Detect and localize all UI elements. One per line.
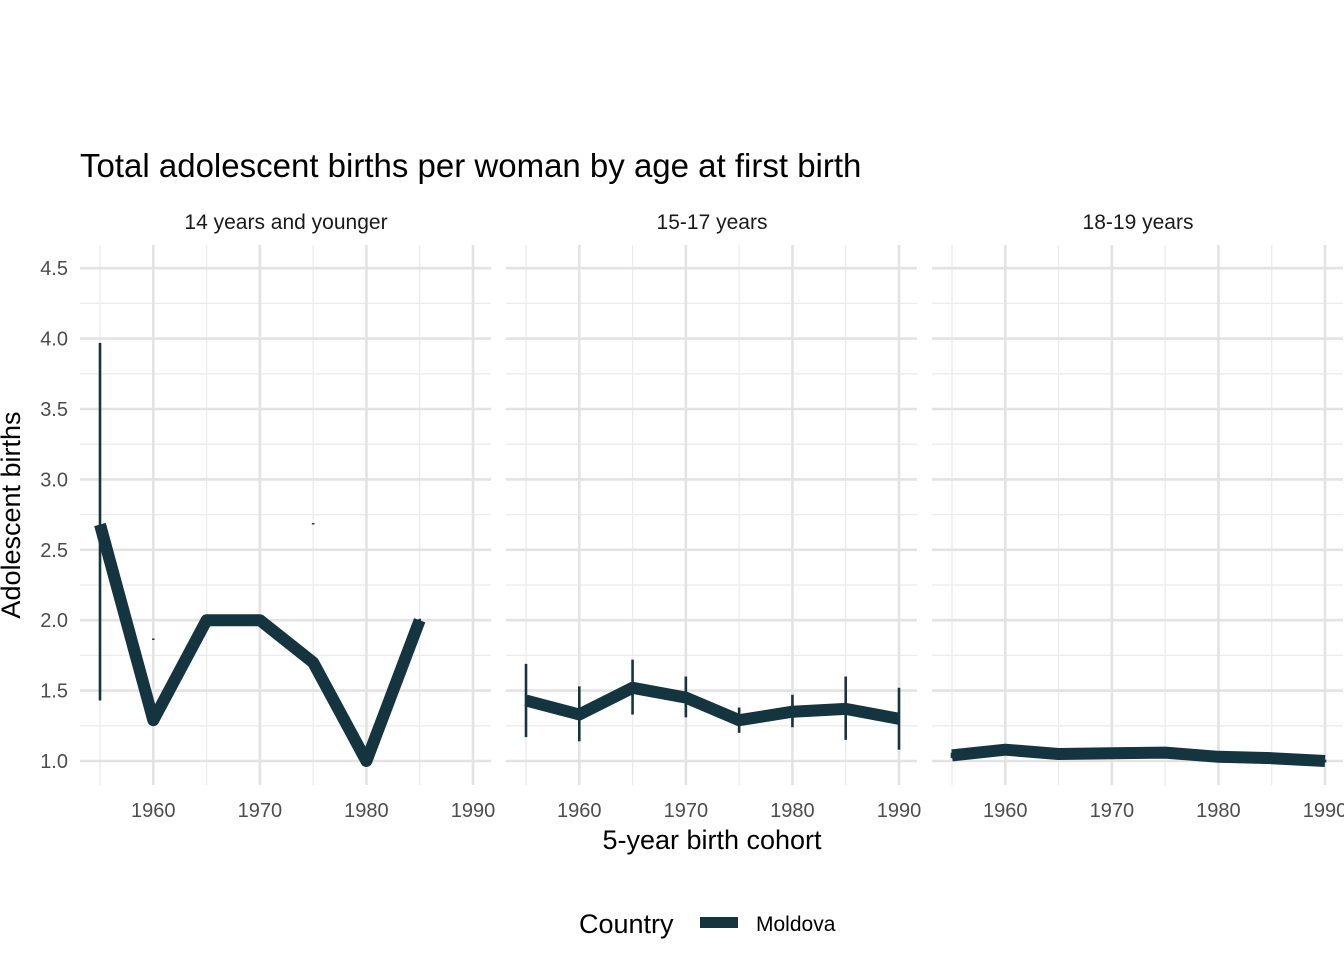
x-tick-label: 1960 — [983, 800, 1028, 822]
x-tick-label: 1960 — [131, 800, 176, 822]
y-axis-title: Adolescent births — [0, 411, 26, 618]
y-tick-label: 4.5 — [40, 258, 68, 280]
x-tick-label: 1970 — [238, 800, 283, 822]
data-point — [1110, 752, 1113, 755]
data-point — [418, 619, 421, 622]
data-point — [205, 619, 208, 622]
data-point — [951, 754, 953, 757]
x-tick-label: 1990 — [877, 800, 922, 822]
data-point — [1324, 760, 1326, 762]
data-point — [525, 699, 527, 702]
data-point — [1004, 748, 1007, 751]
data-point — [578, 713, 581, 716]
data-point — [258, 619, 261, 622]
x-tick-label: 1980 — [770, 800, 815, 822]
x-tick-label: 1970 — [1090, 800, 1135, 822]
minor-grid — [80, 245, 491, 785]
legend-key-moldova — [700, 917, 738, 928]
series-moldova — [94, 342, 426, 767]
x-tick-label: 1970 — [664, 800, 709, 822]
legend: Country Moldova — [579, 909, 836, 939]
legend-title: Country — [579, 909, 674, 939]
legend-label-moldova: Moldova — [756, 913, 836, 936]
series-moldova — [950, 743, 1327, 767]
panels-layer: 14 years and younger 1960 1970 1980 1990 1.0 1… — [40, 211, 1344, 822]
series-moldova — [524, 659, 901, 750]
major-grid — [932, 245, 1343, 785]
data-point — [1270, 757, 1273, 760]
data-point — [631, 686, 634, 689]
data-point — [898, 717, 900, 720]
chart-title: Total adolescent births per woman by age… — [80, 147, 861, 184]
x-axis-title: 5-year birth cohort — [602, 825, 822, 855]
panel-1: 14 years and younger 1960 1970 1980 1990 1.0 1… — [40, 211, 495, 822]
y-tick-label: 3.0 — [40, 469, 68, 491]
y-tick-label: 4.0 — [40, 329, 68, 351]
data-point — [791, 710, 794, 713]
data-point — [684, 696, 687, 699]
panel-3: 18-19 years 1960 1970 1980 1990 — [932, 211, 1344, 822]
minor-grid — [932, 245, 1343, 785]
x-tick-label: 1990 — [451, 800, 496, 822]
data-point — [152, 719, 155, 722]
data-point — [312, 661, 315, 664]
data-point — [738, 719, 741, 722]
panel-strip-label: 15-17 years — [657, 211, 768, 234]
series-line — [524, 681, 901, 727]
panel-strip-label: 14 years and younger — [184, 211, 387, 234]
panel-strip-label: 18-19 years — [1083, 211, 1194, 234]
y-tick-label: 1.0 — [40, 751, 68, 773]
data-point — [1057, 752, 1060, 755]
panel-2: 15-17 years 1960 1970 1980 1990 — [506, 211, 921, 822]
x-tick-label: 1990 — [1303, 800, 1344, 822]
x-tick-label: 1980 — [1196, 800, 1241, 822]
y-tick-label: 2.0 — [40, 610, 68, 632]
y-tick-label: 2.5 — [40, 540, 68, 562]
y-tick-label: 1.5 — [40, 681, 68, 703]
series-line — [951, 743, 1326, 767]
data-point — [365, 760, 368, 762]
data-point — [1217, 755, 1220, 758]
data-point — [99, 523, 101, 526]
x-tick-label: 1980 — [344, 800, 389, 822]
y-tick-label: 3.5 — [40, 399, 68, 421]
data-point — [844, 707, 847, 710]
data-point — [1164, 751, 1167, 754]
major-grid — [80, 245, 491, 785]
x-tick-label: 1960 — [557, 800, 602, 822]
